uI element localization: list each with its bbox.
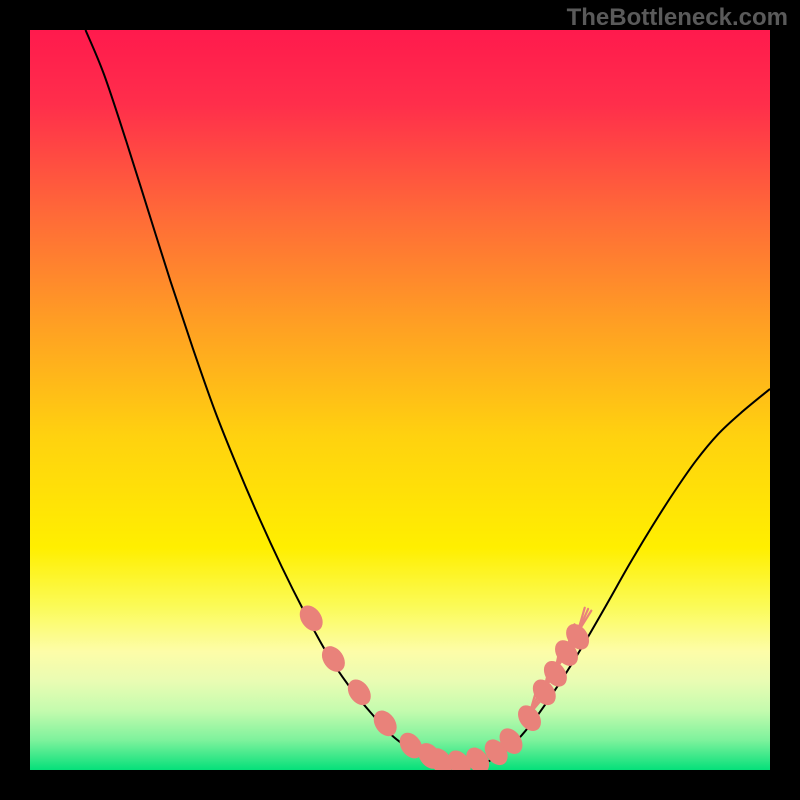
watermark-text: TheBottleneck.com: [567, 4, 788, 32]
chart-frame: TheBottleneck.com: [0, 0, 800, 800]
plot-background: [30, 30, 770, 770]
plot-area: [30, 30, 770, 770]
plot-svg: [30, 30, 770, 770]
